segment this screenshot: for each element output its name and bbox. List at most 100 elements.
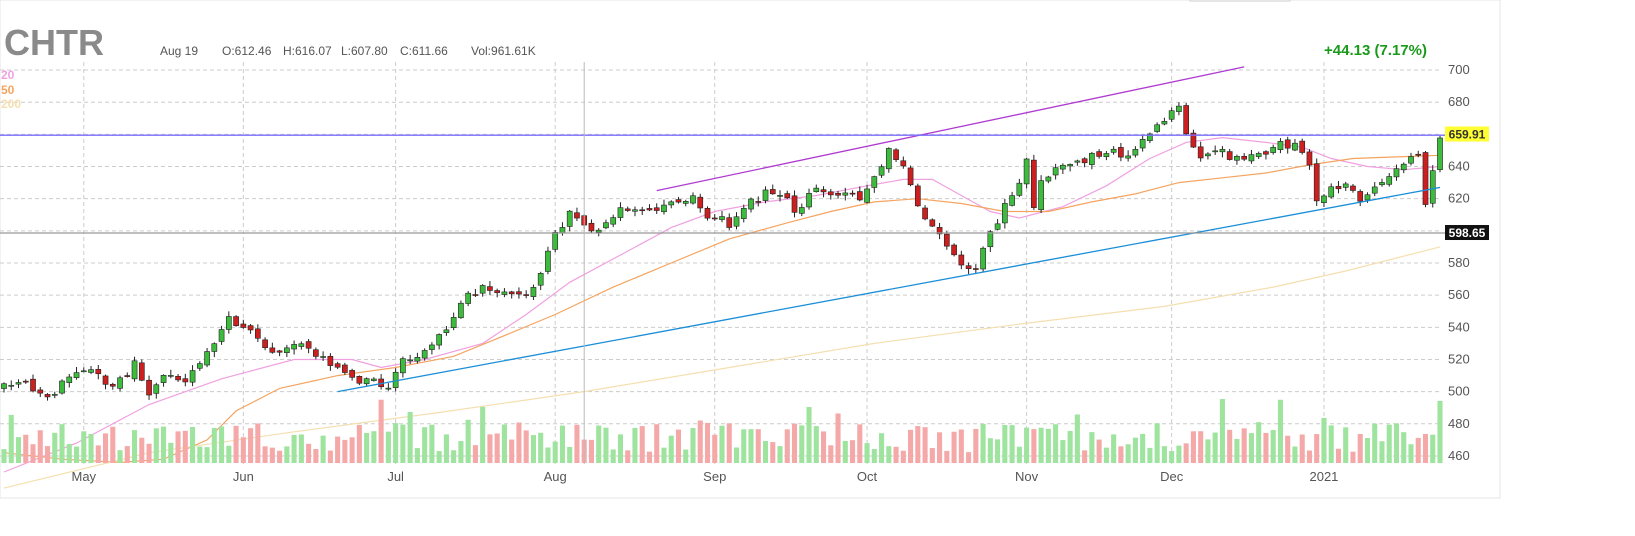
volume-bar: [1154, 423, 1160, 463]
candle-body: [893, 149, 899, 160]
volume-bar: [516, 422, 522, 463]
volume-bar: [494, 433, 500, 463]
candle-body: [1342, 183, 1349, 188]
candle-body: [943, 233, 950, 247]
volume-bar: [465, 419, 471, 463]
volume-bar: [88, 434, 94, 463]
candle-body: [1, 383, 7, 389]
candle-body: [1255, 153, 1262, 157]
trendline-upper-channel: [656, 66, 1245, 192]
volume-bar: [95, 445, 101, 463]
volume-bar: [799, 425, 805, 463]
candle-body: [276, 350, 283, 353]
volume-bar: [791, 423, 798, 463]
candle-body: [1103, 153, 1110, 158]
volume-bar: [1067, 430, 1073, 463]
volume-bar: [864, 443, 870, 463]
volume-bar: [552, 441, 558, 463]
candle-body: [327, 355, 334, 366]
candle-body: [211, 343, 218, 352]
candle-body: [1350, 185, 1356, 191]
candle-body: [668, 201, 675, 206]
volume-bar: [1314, 434, 1320, 463]
volume-bar: [66, 443, 72, 463]
candle-body: [1321, 195, 1327, 203]
candle-body: [1168, 110, 1175, 120]
volume-bar: [356, 425, 362, 463]
candle-body: [1023, 158, 1030, 185]
volume-bar: [639, 426, 645, 463]
volume-bar: [385, 431, 391, 463]
candle-body: [1067, 164, 1073, 167]
volume-bar: [1256, 422, 1262, 463]
y-tick-label: 560: [1448, 287, 1470, 302]
toolbar-tab[interactable]: [1189, 0, 1291, 2]
x-tick-label: 2021: [1309, 469, 1338, 484]
volume-bar: [1009, 425, 1015, 463]
candle-body: [1125, 155, 1131, 159]
candle-body: [102, 375, 109, 385]
volume-bar: [530, 435, 536, 463]
candle-body: [1408, 156, 1414, 164]
candle-body: [8, 384, 15, 387]
candle-body: [160, 375, 167, 383]
volume-bar: [117, 450, 123, 463]
volume-bar: [364, 432, 370, 463]
candle-body: [566, 210, 573, 227]
ohlc-date: Aug 19: [160, 44, 198, 58]
candle-body: [951, 244, 957, 256]
ohlc-open: O:612.46: [222, 44, 272, 58]
volume-bar: [1393, 423, 1400, 463]
volume-bar: [1002, 425, 1008, 463]
volume-bar: [1270, 430, 1276, 463]
candle-body: [1429, 170, 1436, 204]
candle-body: [646, 208, 653, 211]
candle-body: [363, 378, 370, 385]
volume-bar: [784, 429, 790, 463]
candle-body: [885, 148, 892, 170]
candle-body: [958, 254, 965, 266]
candle-body: [204, 351, 210, 366]
volume-bar: [915, 426, 921, 463]
candle-body: [907, 167, 914, 186]
candle-body: [972, 268, 979, 270]
volume-bar: [37, 430, 43, 463]
volume-bar: [813, 426, 819, 463]
candle-body: [1197, 146, 1204, 159]
volume-bar: [211, 428, 217, 463]
candle-body: [1371, 186, 1378, 194]
volume-bar: [1053, 424, 1059, 463]
volume-bar: [806, 407, 812, 463]
candle-body: [552, 232, 559, 250]
volume-bar: [1183, 443, 1189, 463]
candle-body: [1292, 142, 1298, 151]
candle-body: [1205, 153, 1211, 157]
candle-body: [117, 377, 123, 389]
candle-body: [109, 383, 116, 387]
candle-body: [88, 369, 94, 373]
volume-bar: [1234, 438, 1240, 463]
volume-bar: [175, 431, 181, 463]
volume-bar: [842, 440, 848, 463]
candle-body: [1284, 139, 1291, 149]
volume-bar: [697, 420, 703, 463]
candle-body: [835, 192, 841, 196]
volume-bar: [284, 446, 290, 463]
volume-bar: [617, 434, 624, 463]
candle-body: [131, 360, 138, 380]
volume-bar: [987, 438, 993, 463]
volume-bar: [1176, 445, 1182, 463]
candle-body: [1139, 138, 1146, 149]
volume-bar: [1045, 428, 1051, 463]
volume-bar: [741, 429, 747, 463]
volume-bar: [1379, 441, 1385, 463]
volume-bar: [8, 414, 14, 463]
candle-body: [1393, 168, 1400, 178]
candle-body: [262, 339, 268, 349]
candle-body: [1364, 194, 1371, 201]
candle-body: [349, 370, 355, 378]
candle-body: [95, 369, 102, 375]
candle-body: [719, 216, 725, 220]
candle-body: [661, 204, 667, 213]
